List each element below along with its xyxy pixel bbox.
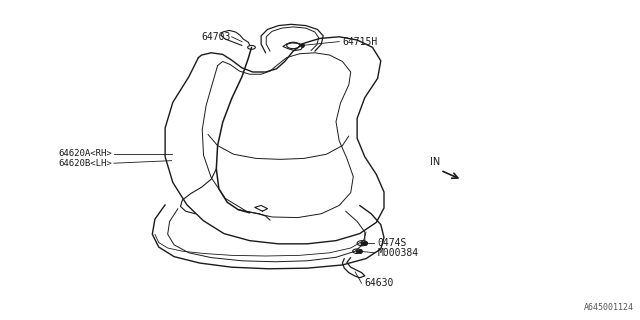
- Text: 64620A<RH>: 64620A<RH>: [58, 149, 112, 158]
- Text: M000384: M000384: [378, 248, 419, 258]
- Text: 64620B<LH>: 64620B<LH>: [58, 159, 112, 168]
- Text: IN: IN: [430, 157, 440, 167]
- Text: 64630: 64630: [365, 278, 394, 288]
- Text: 64703: 64703: [201, 32, 230, 42]
- Text: A645001124: A645001124: [584, 303, 634, 312]
- Text: 64715H: 64715H: [342, 36, 378, 47]
- Text: 0474S: 0474S: [378, 238, 407, 248]
